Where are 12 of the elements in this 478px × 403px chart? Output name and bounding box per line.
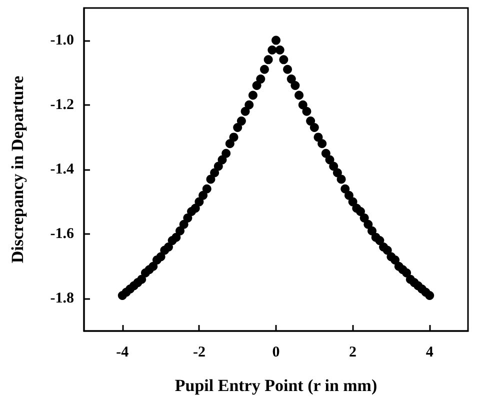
x-tick-label: 0 [272, 344, 280, 360]
y-axis-title: Discrepancy in Departure [8, 75, 27, 264]
x-tick-label: -2 [192, 344, 206, 360]
x-tick-label: 2 [349, 344, 357, 360]
y-tick-label: -1.8 [50, 290, 74, 307]
x-tick-label: 4 [426, 344, 434, 360]
y-tick-label: -1.6 [50, 226, 74, 242]
y-tick-label: -1.2 [50, 96, 74, 113]
y-tick-label: -1.0 [50, 32, 74, 48]
y-tick-label: -1.4 [50, 162, 74, 178]
x-tick-label: -4 [116, 344, 130, 360]
x-axis-title: Pupil Entry Point (r in mm) [174, 376, 378, 395]
